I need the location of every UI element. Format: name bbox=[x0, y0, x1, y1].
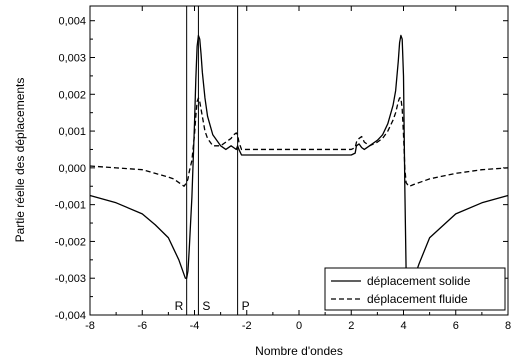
x-tick-label: 6 bbox=[453, 320, 459, 332]
plot-frame bbox=[89, 5, 509, 316]
y-tick-label: -0,002 bbox=[55, 236, 86, 248]
legend-box bbox=[324, 267, 506, 311]
x-axis-title: Nombre d'ondes bbox=[255, 344, 343, 358]
annotation-P: P bbox=[242, 299, 250, 313]
legend-label-dashed: déplacement fluide bbox=[367, 292, 468, 306]
x-tick-label: 0 bbox=[296, 320, 302, 332]
annotation-S: S bbox=[202, 299, 210, 313]
y-axis-title: Partie réelle des déplacements bbox=[13, 78, 27, 243]
x-tick-label: -2 bbox=[242, 320, 252, 332]
x-tick-label: 8 bbox=[505, 320, 511, 332]
legend: déplacement solide déplacement fluide bbox=[324, 267, 506, 311]
annotation-R: R bbox=[175, 299, 184, 313]
x-tick-label: 4 bbox=[400, 320, 406, 332]
y-tick-label: -0,004 bbox=[55, 310, 86, 322]
legend-label-solid: déplacement solide bbox=[367, 274, 471, 288]
x-tick-label: -4 bbox=[190, 320, 200, 332]
y-tick-label: 0,001 bbox=[58, 126, 86, 138]
y-tick-label: 0,003 bbox=[58, 53, 86, 65]
x-tick-label: -8 bbox=[85, 320, 95, 332]
series-line-fluide bbox=[89, 97, 509, 187]
y-tick-label: 0,000 bbox=[58, 163, 86, 175]
y-tick-label: 0,002 bbox=[58, 89, 86, 101]
y-tick-label: 0,004 bbox=[58, 16, 86, 28]
y-ticks: -0,004 -0,003 -0,002 -0,001 0,000 0,001 0,002 0… bbox=[55, 16, 508, 322]
x-tick-label: -6 bbox=[137, 320, 147, 332]
x-ticks: -8 -6 -4 -2 0 2 4 6 8 bbox=[85, 6, 511, 332]
y-tick-label: -0,003 bbox=[55, 273, 86, 285]
x-tick-label: 2 bbox=[348, 320, 354, 332]
plot-background bbox=[90, 6, 508, 315]
y-tick-label: -0,001 bbox=[55, 200, 86, 212]
